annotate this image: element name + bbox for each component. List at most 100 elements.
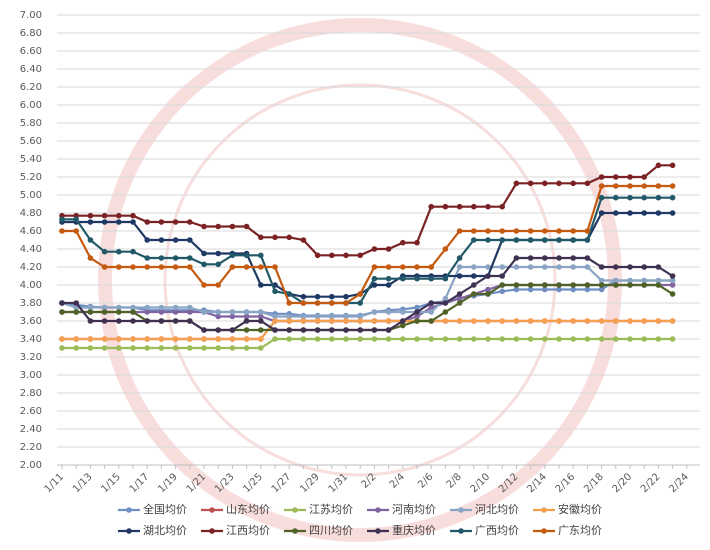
legend-label: 广西均价 — [475, 524, 519, 537]
data-point — [158, 264, 165, 270]
data-point — [570, 228, 576, 234]
data-point — [258, 318, 264, 324]
data-point — [258, 264, 264, 270]
data-point — [229, 345, 236, 351]
data-point — [187, 345, 193, 351]
data-point — [371, 275, 378, 282]
data-point — [314, 293, 321, 300]
data-point — [144, 318, 150, 324]
data-point — [471, 203, 477, 210]
data-point — [300, 293, 307, 300]
data-point — [385, 282, 392, 288]
data-point — [655, 277, 662, 284]
legend-label: 湖北均价 — [143, 524, 187, 537]
data-point — [542, 282, 548, 288]
data-point — [499, 228, 506, 234]
data-point — [513, 282, 520, 288]
data-point — [371, 264, 378, 270]
legend-marker — [292, 507, 298, 513]
data-point — [456, 264, 463, 270]
data-point — [627, 210, 633, 216]
data-point — [598, 318, 605, 324]
data-point — [215, 250, 221, 257]
legend-marker — [209, 528, 215, 534]
data-point — [243, 327, 250, 333]
y-tick-label: 4.40 — [20, 244, 42, 255]
data-point — [655, 282, 662, 288]
data-point — [59, 345, 65, 351]
data-point — [627, 277, 633, 284]
data-point — [130, 219, 136, 225]
data-point — [584, 228, 591, 234]
data-point — [286, 234, 293, 241]
data-point — [116, 248, 122, 255]
data-point — [101, 304, 108, 311]
data-point — [314, 318, 321, 324]
data-point — [172, 304, 179, 311]
data-point — [258, 345, 264, 351]
data-point — [385, 264, 392, 270]
legend-label: 河南均价 — [392, 503, 436, 516]
y-tick-label: 4.00 — [20, 280, 42, 291]
data-point — [187, 264, 193, 270]
legend-marker — [541, 507, 547, 513]
data-point — [201, 282, 207, 288]
data-point — [414, 336, 420, 342]
data-point — [144, 345, 150, 351]
data-point — [215, 223, 221, 230]
data-point — [87, 255, 94, 261]
data-point — [59, 336, 65, 342]
data-point — [172, 318, 179, 324]
legend-label: 重庆均价 — [392, 523, 436, 537]
data-point — [542, 336, 548, 342]
data-point — [87, 219, 94, 225]
data-point — [371, 309, 378, 315]
data-point — [300, 313, 307, 320]
data-point — [655, 318, 662, 324]
data-point — [385, 318, 392, 324]
data-point — [59, 228, 65, 234]
data-point — [428, 304, 435, 311]
data-point — [172, 309, 179, 315]
data-point — [258, 327, 264, 333]
data-point — [144, 264, 150, 270]
data-point — [371, 336, 378, 342]
data-point — [584, 318, 591, 324]
data-point — [87, 237, 94, 243]
data-point — [130, 212, 136, 219]
data-point — [598, 286, 605, 293]
data-point — [144, 309, 150, 315]
data-point — [414, 275, 420, 282]
data-point — [485, 273, 491, 279]
data-point — [570, 336, 576, 342]
data-point — [641, 183, 647, 189]
data-point — [527, 286, 534, 293]
data-point — [542, 255, 548, 261]
legend-marker — [126, 528, 132, 534]
data-point — [542, 180, 548, 187]
data-point — [456, 300, 463, 306]
data-point — [655, 264, 662, 270]
data-point — [357, 313, 364, 320]
data-point — [556, 228, 562, 234]
legend-label: 河北均价 — [475, 503, 519, 516]
data-point — [357, 300, 364, 306]
data-point — [485, 318, 491, 324]
data-point — [314, 336, 321, 342]
data-point — [215, 309, 221, 315]
data-point — [258, 252, 264, 259]
data-point — [130, 318, 136, 324]
data-point — [258, 313, 264, 320]
data-point — [300, 318, 307, 324]
legend-marker — [458, 528, 464, 534]
data-point — [101, 264, 108, 270]
y-tick-label: 4.80 — [20, 208, 42, 219]
data-point — [669, 162, 676, 169]
y-tick-label: 5.80 — [20, 118, 42, 129]
data-point — [471, 282, 477, 288]
y-tick-label: 2.40 — [20, 424, 42, 435]
data-point — [627, 336, 633, 342]
data-point — [229, 264, 236, 270]
data-point — [655, 210, 662, 216]
legend-label: 江西均价 — [226, 524, 270, 537]
